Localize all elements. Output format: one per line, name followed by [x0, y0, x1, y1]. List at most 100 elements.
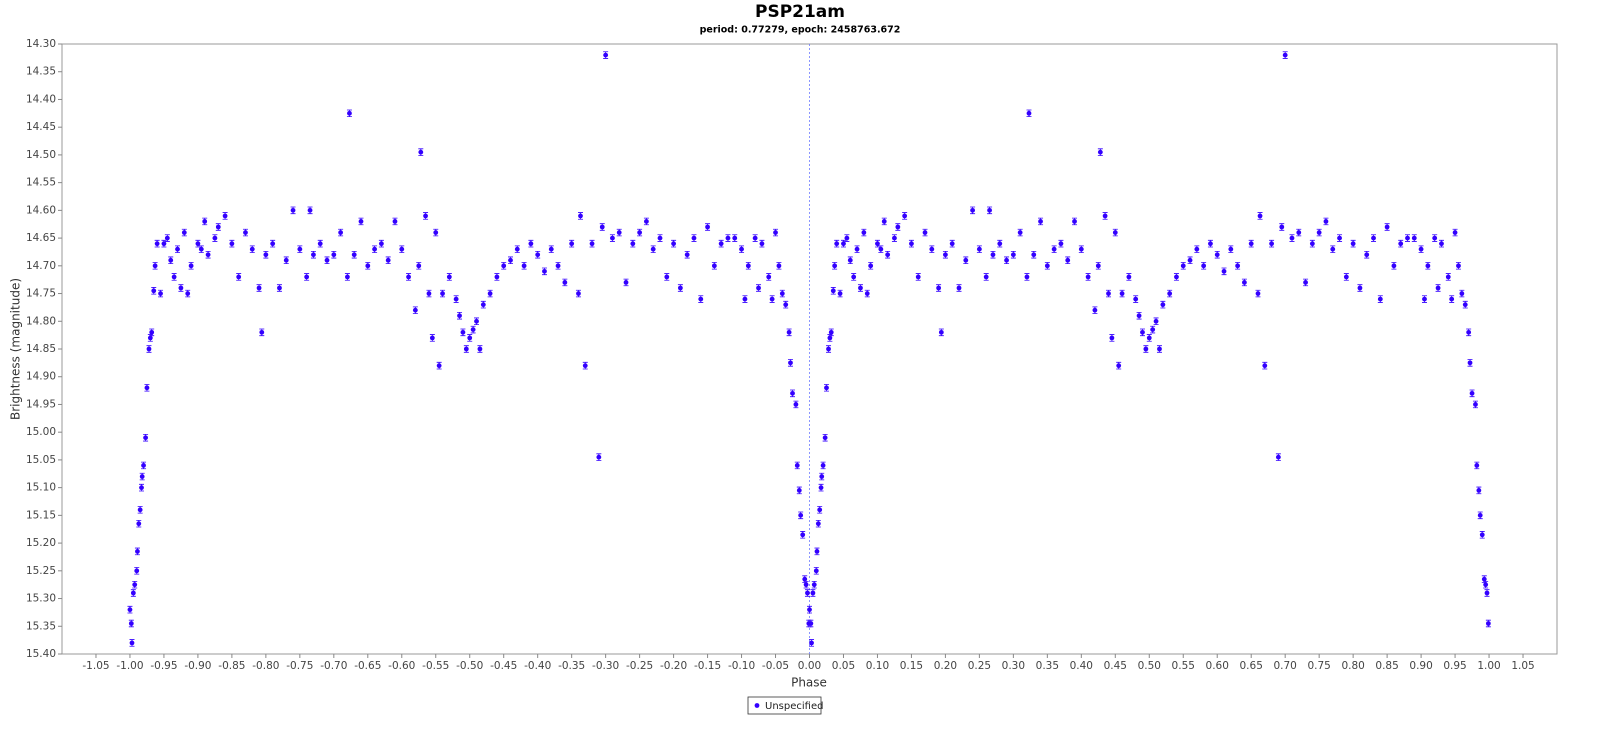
data-point — [146, 346, 152, 352]
data-point — [1208, 241, 1213, 247]
data-point — [976, 246, 982, 252]
data-point — [854, 246, 860, 252]
data-point — [759, 241, 765, 247]
data-point — [277, 285, 282, 291]
legend: Unspecified — [747, 696, 823, 715]
data-point — [990, 252, 996, 258]
data-point — [616, 230, 622, 235]
data-point — [1119, 291, 1125, 296]
data-point — [1459, 291, 1465, 296]
data-point — [467, 335, 473, 341]
data-point — [135, 549, 140, 554]
data-point — [1126, 274, 1132, 280]
data-point — [796, 488, 802, 493]
data-point — [351, 252, 357, 258]
x-tick-label: -0.35 — [558, 660, 585, 672]
x-tick-label: 0.10 — [866, 660, 889, 672]
x-tick-label: 0.65 — [1240, 660, 1263, 672]
data-point — [810, 590, 816, 596]
y-tick-label: 14.95 — [26, 398, 56, 410]
data-point — [841, 241, 846, 247]
data-point — [807, 607, 812, 613]
data-point — [1044, 263, 1050, 269]
y-tick-label: 14.65 — [26, 232, 56, 244]
data-point — [1201, 263, 1207, 269]
data-point — [365, 263, 371, 269]
x-tick-label: -0.70 — [320, 660, 347, 672]
y-tick-label: 15.30 — [26, 593, 56, 605]
data-point — [1187, 257, 1193, 263]
y-tick-label: 15.00 — [26, 426, 56, 438]
data-point — [794, 463, 800, 468]
data-point — [1038, 219, 1043, 224]
data-point — [987, 207, 992, 213]
data-point — [711, 263, 717, 269]
data-point — [1275, 454, 1281, 460]
data-point — [820, 463, 826, 468]
data-point — [596, 454, 602, 460]
data-point — [822, 435, 828, 441]
data-point — [1350, 241, 1356, 247]
data-point — [463, 346, 469, 352]
data-point — [603, 52, 609, 58]
data-point — [508, 257, 513, 263]
data-point — [623, 280, 629, 285]
data-point — [814, 549, 820, 554]
data-point — [168, 257, 174, 263]
data-point — [773, 230, 778, 235]
data-point — [470, 327, 476, 332]
data-point — [283, 257, 289, 263]
data-point — [776, 263, 782, 269]
data-point — [1269, 241, 1274, 247]
data-point — [1102, 213, 1108, 219]
x-tick-label: 0.95 — [1443, 660, 1466, 672]
data-point — [378, 241, 384, 247]
y-tick-label: 14.70 — [26, 260, 56, 272]
data-point — [684, 252, 690, 258]
data-point — [347, 110, 352, 116]
data-point — [151, 288, 157, 294]
x-tick-label: 0.60 — [1206, 660, 1229, 672]
data-point — [956, 285, 962, 291]
data-point — [1357, 285, 1363, 291]
data-point — [127, 607, 133, 613]
data-point — [1180, 263, 1186, 269]
data-point — [1133, 296, 1139, 302]
data-point — [936, 285, 942, 291]
data-point — [742, 296, 748, 302]
data-point — [793, 402, 799, 407]
data-point — [154, 241, 160, 247]
data-point — [938, 329, 944, 335]
data-point — [460, 329, 466, 335]
data-point — [582, 363, 588, 369]
data-point — [229, 241, 235, 247]
data-point — [433, 230, 439, 235]
data-point — [578, 213, 583, 219]
data-point — [423, 213, 428, 219]
x-tick-label: 0.30 — [1002, 660, 1025, 672]
data-point — [1026, 110, 1032, 116]
x-tick-label: -0.45 — [490, 660, 517, 672]
data-point — [811, 582, 817, 588]
data-point — [487, 291, 493, 296]
data-point — [440, 291, 445, 296]
data-point — [137, 507, 143, 513]
data-point — [949, 241, 955, 247]
data-point — [1140, 329, 1145, 335]
data-point — [139, 474, 145, 479]
data-point — [1452, 230, 1458, 235]
data-point — [149, 329, 155, 335]
data-point — [657, 235, 663, 241]
data-point — [766, 274, 772, 280]
data-point — [915, 274, 921, 280]
data-point — [158, 291, 163, 296]
data-point — [249, 246, 255, 252]
x-tick-label: -0.95 — [150, 660, 177, 672]
data-point — [535, 252, 541, 258]
x-tick-label: -0.25 — [626, 660, 653, 672]
data-point — [1425, 263, 1431, 269]
data-point — [147, 335, 153, 341]
y-tick-label: 15.15 — [26, 509, 56, 521]
